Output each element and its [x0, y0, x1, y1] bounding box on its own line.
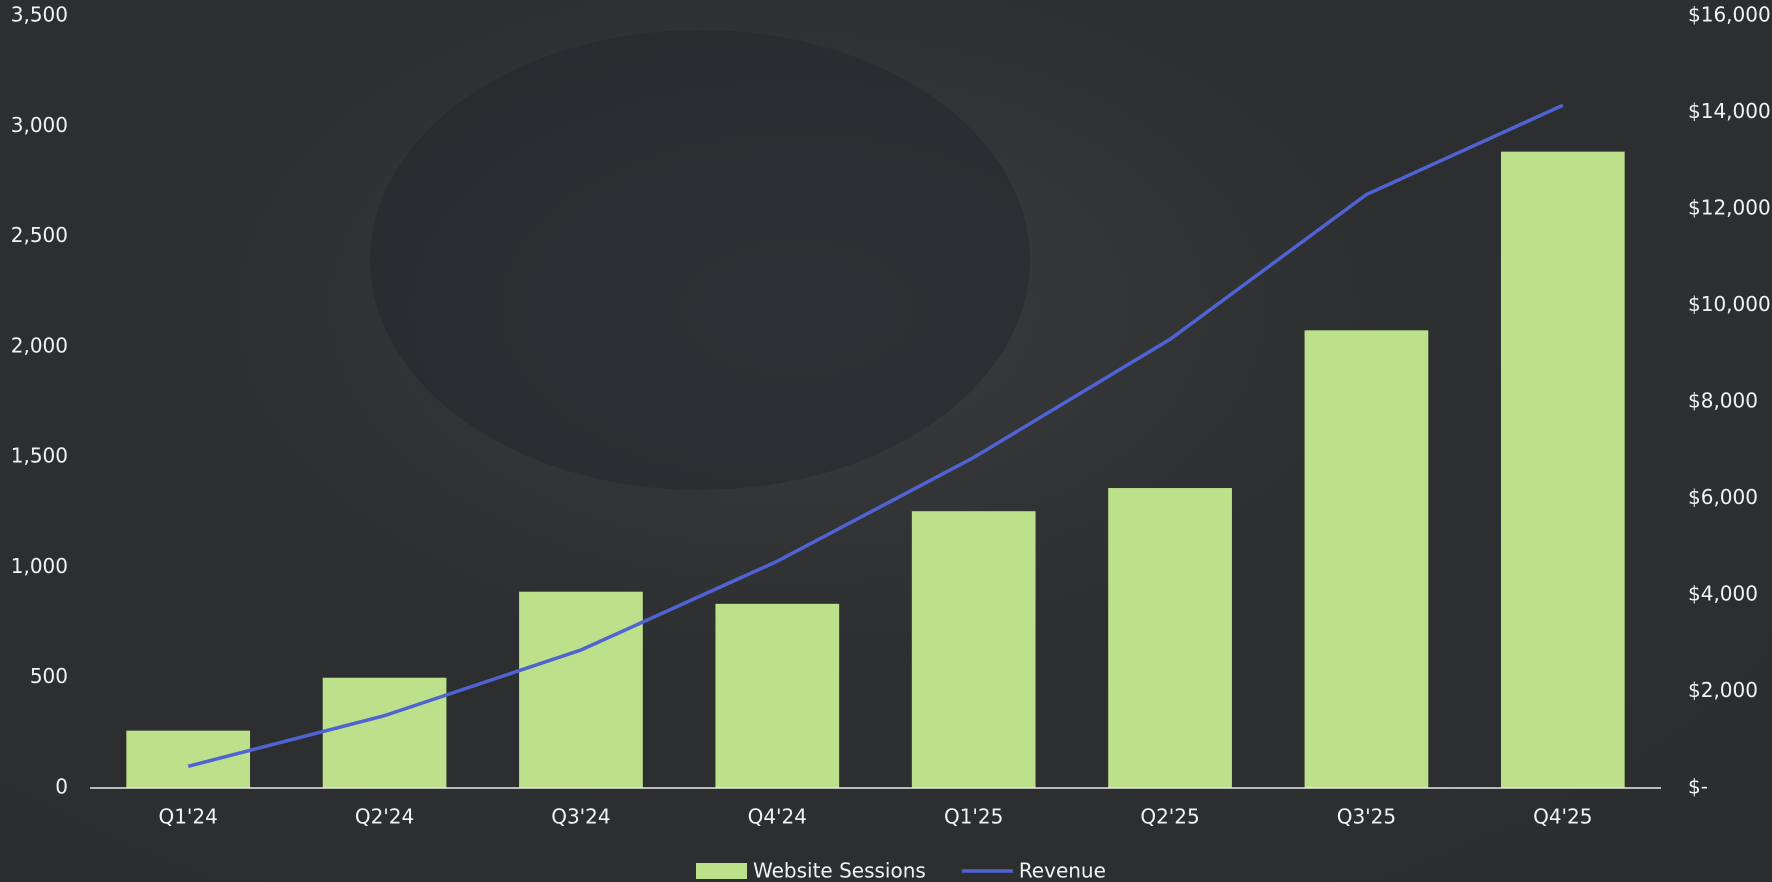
x-tick-label: Q2'24 [355, 805, 414, 829]
x-tick-label: Q2'25 [1140, 805, 1199, 829]
legend-swatch [696, 863, 747, 879]
legend-label: Revenue [1019, 859, 1106, 882]
x-tick-label: Q4'25 [1533, 805, 1592, 829]
bar [1108, 488, 1232, 788]
y2-tick-label: $- [1688, 775, 1708, 799]
bar [715, 603, 840, 788]
y2-tick-label: $2,000 [1688, 678, 1758, 702]
y2-tick-label: $16,000 [1688, 3, 1771, 27]
y-tick-label: 500 [30, 664, 68, 688]
bar [911, 511, 1036, 788]
y2-tick-label: $4,000 [1688, 582, 1758, 606]
x-tick-label: Q3'25 [1337, 805, 1396, 829]
bar [1304, 330, 1429, 788]
y2-tick-label: $6,000 [1688, 485, 1758, 509]
x-tick-label: Q4'24 [748, 805, 807, 829]
bar [322, 677, 447, 788]
y-tick-label: 3,500 [11, 3, 68, 27]
background-shape [370, 30, 1030, 490]
y2-tick-label: $8,000 [1688, 389, 1758, 413]
y-tick-label: 1,000 [11, 554, 68, 578]
legend-label: Website Sessions [753, 859, 926, 882]
x-tick-label: Q1'24 [158, 805, 217, 829]
y2-tick-label: $10,000 [1688, 292, 1771, 316]
y-tick-label: 0 [55, 775, 68, 799]
bar [126, 730, 251, 788]
y2-tick-label: $12,000 [1688, 196, 1771, 220]
y-tick-label: 2,500 [11, 223, 68, 247]
bar [1500, 151, 1625, 788]
y-tick-label: 1,500 [11, 444, 68, 468]
line [187, 103, 1564, 768]
y-tick-label: 3,000 [11, 113, 68, 137]
y-tick-label: 2,000 [11, 333, 68, 357]
bar [519, 591, 643, 788]
x-tick-label: Q1'25 [944, 805, 1003, 829]
x-tick-label: Q3'24 [551, 805, 610, 829]
y2-tick-label: $14,000 [1688, 99, 1771, 123]
